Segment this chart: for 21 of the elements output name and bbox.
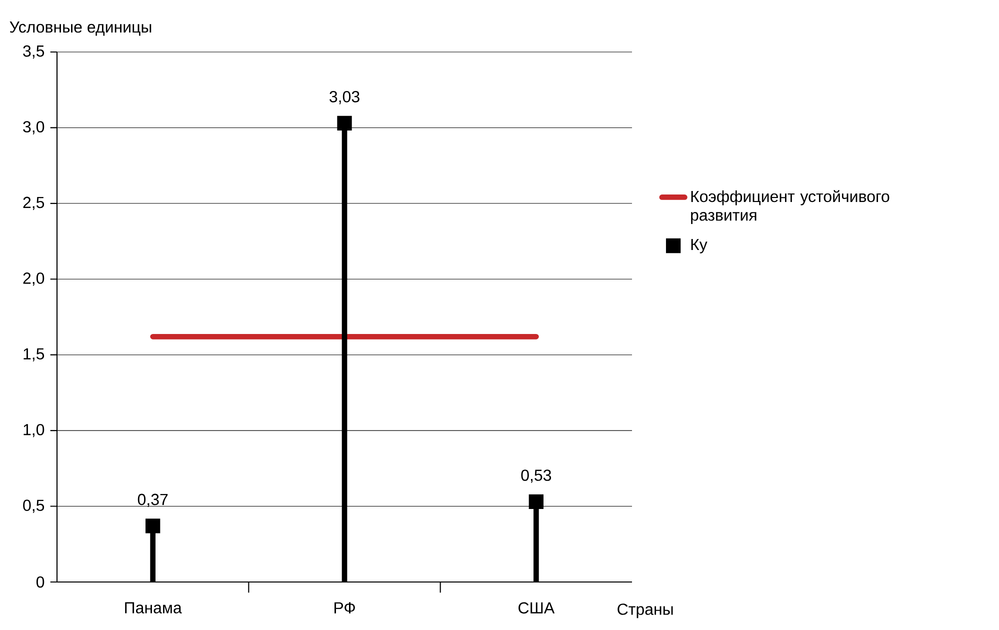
y-tick-label: 1,0 — [24, 424, 44, 438]
y-tick-label: 3,5 — [23, 45, 44, 59]
point — [528, 494, 544, 510]
point — [337, 116, 352, 130]
data-label: 0,53 — [521, 470, 552, 483]
legend-label: Ку — [691, 239, 708, 254]
y-tick-label: 2,5 — [23, 196, 44, 210]
x-tick-label: Панама — [125, 602, 182, 614]
y-tick-label: 0 — [36, 576, 44, 588]
y-axis-title: Условные единицы — [10, 22, 152, 36]
x-axis-title: Страны — [618, 604, 673, 618]
y-tick-label: 0,5 — [23, 500, 44, 513]
y-tick-label: 1,5 — [24, 348, 44, 362]
x-tick-label: РФ — [334, 602, 355, 614]
data-label: 0,37 — [138, 494, 168, 508]
data-label: 3,03 — [330, 91, 360, 104]
point — [146, 518, 160, 534]
x-tick-label: США — [518, 602, 555, 614]
y-tick-label: 3,0 — [23, 121, 44, 134]
legend-label: Коэффициент устойчивого развития — [691, 190, 890, 224]
y-tick-label: 2,0 — [23, 272, 44, 286]
